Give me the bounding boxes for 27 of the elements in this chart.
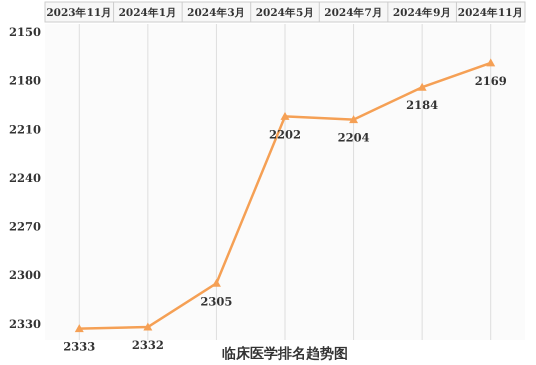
y-tick-label: 2270 [8, 220, 41, 234]
data-label: 2184 [406, 98, 438, 112]
x-tick-label: 2024年9月 [392, 6, 452, 19]
point [486, 58, 496, 66]
y-tick-label: 2210 [8, 122, 41, 136]
point [280, 112, 290, 120]
text: 临床医学排名趋势图 [222, 345, 348, 362]
y-tick-label: 2240 [8, 170, 41, 185]
x-tick-label: 2024年7月 [324, 6, 383, 19]
x-tick-label: 2024年1月 [118, 6, 178, 19]
x-tick-label: 2024年11月 [458, 6, 524, 19]
data-label: 2204 [338, 130, 370, 145]
data-label: 2305 [200, 294, 232, 308]
y-tick-label: 2150 [8, 25, 41, 40]
y-tick-label: 2300 [8, 268, 41, 282]
point [349, 115, 358, 124]
data-label: 2332 [132, 338, 164, 352]
y-tick-label: 2330 [8, 316, 41, 331]
x-tick-label: 2024年3月 [187, 6, 246, 19]
y-tick-label: 2180 [8, 74, 41, 88]
x-tick-label: 2024年5月 [256, 6, 314, 19]
data-label: 2169 [474, 74, 507, 88]
point [418, 82, 427, 91]
x-tick-label: 2023年11月 [46, 6, 112, 19]
data-label: 2333 [63, 340, 96, 354]
point [143, 322, 152, 331]
point [74, 324, 84, 332]
